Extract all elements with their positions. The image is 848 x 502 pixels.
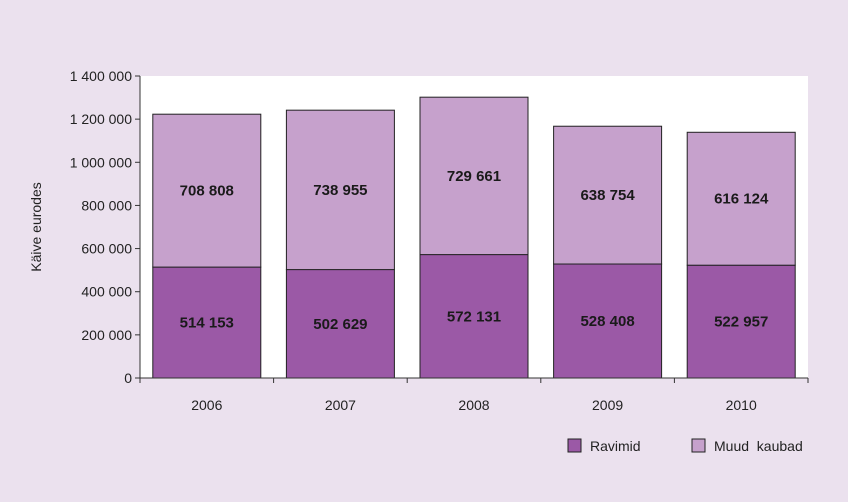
x-tick-label-2009: 2009 (592, 397, 623, 413)
data-label-ravimid-2009: 528 408 (580, 313, 634, 330)
y-axis-title: Käive eurodes (28, 182, 44, 272)
bar-muud-kaubad-2008 (419, 96, 529, 256)
y-tick-label: 1 200 000 (70, 111, 132, 127)
data-label-ravimid-2008: 572 131 (447, 308, 501, 325)
axes-group (139, 76, 808, 379)
bar-muud-kaubad-2006 (152, 113, 262, 268)
bar-muud-kaubad-2009 (553, 125, 663, 265)
x-ticks-group: 2006 2007 2008 2009 2010 (139, 378, 809, 413)
data-label-ravimid-2010: 522 957 (714, 314, 768, 331)
data-label-ravimid-2006: 514 153 (180, 315, 234, 332)
data-label-muud-kaubad-2010: 616 124 (714, 191, 769, 208)
x-tick-label-2007: 2007 (325, 397, 356, 413)
legend-label-ravimid: Ravimid (590, 438, 641, 454)
bar-muud-kaubad-2007 (285, 109, 395, 271)
data-label-muud-kaubad-2008: 729 661 (447, 168, 501, 185)
y-tick-label: 0 (124, 370, 132, 386)
x-tick-label-2010: 2010 (726, 397, 757, 413)
legend-swatch-muud-kaubad (691, 438, 706, 453)
x-tick-label-2006: 2006 (191, 397, 222, 413)
data-labels-group: 514 153 708 808 502 629 738 955 572 131 729 6… (180, 168, 769, 333)
y-tick-label: 1 400 000 (70, 68, 132, 84)
y-tick-label: 800 000 (81, 197, 132, 213)
legend-swatch-ravimid (567, 438, 582, 453)
bar-ravimid-2010 (686, 264, 796, 379)
data-label-muud-kaubad-2009: 638 754 (580, 187, 635, 204)
y-tick-label: 400 000 (81, 284, 132, 300)
y-tick-label: 600 000 (81, 241, 132, 257)
y-tick-label: 200 000 (81, 327, 132, 343)
x-tick-label-2008: 2008 (458, 397, 489, 413)
data-label-ravimid-2007: 502 629 (313, 316, 367, 333)
legend: Ravimid Muud kaubad (567, 438, 803, 454)
bars-group (152, 96, 796, 379)
legend-label-muud-kaubad: Muud kaubad (714, 438, 803, 454)
bar-ravimid-2007 (285, 269, 395, 379)
data-label-muud-kaubad-2006: 708 808 (180, 183, 234, 200)
y-ticks-group: 0 200 000 400 000 600 000 800 000 1 000 000 1 … (70, 68, 140, 386)
data-label-muud-kaubad-2007: 738 955 (313, 182, 367, 199)
bar-ravimid-2006 (152, 266, 262, 379)
bar-ravimid-2009 (553, 263, 663, 379)
y-tick-label: 1 000 000 (70, 154, 132, 170)
bar-muud-kaubad-2010 (686, 131, 796, 266)
